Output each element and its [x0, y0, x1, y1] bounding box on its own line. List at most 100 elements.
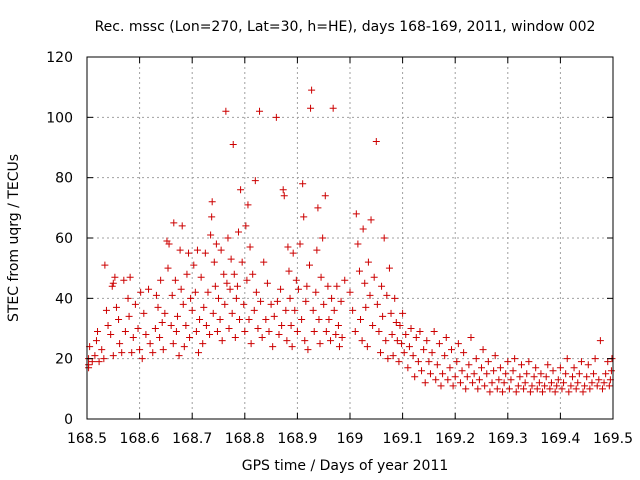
data-point: [315, 315, 323, 323]
data-point: [511, 355, 519, 363]
data-point: [269, 343, 277, 351]
data-point: [504, 358, 512, 366]
data-point: [159, 346, 167, 354]
data-point: [444, 376, 452, 384]
data-point: [388, 331, 396, 339]
x-tick-label: 169.5: [593, 431, 633, 447]
data-point: [161, 309, 169, 317]
data-point: [286, 294, 294, 302]
data-point: [167, 321, 175, 329]
data-point: [349, 306, 357, 314]
data-point: [463, 373, 471, 381]
data-point: [250, 306, 258, 314]
data-point: [208, 213, 216, 221]
data-point: [523, 370, 531, 378]
data-point: [212, 240, 220, 248]
data-point: [128, 349, 136, 357]
data-point: [218, 337, 226, 345]
data-point: [285, 267, 293, 275]
data-point: [418, 367, 426, 375]
data-point: [262, 315, 270, 323]
data-point: [243, 276, 251, 284]
data-point: [256, 107, 264, 115]
data-point: [221, 300, 229, 308]
data-point: [175, 352, 183, 360]
x-tick-label: 168.9: [277, 431, 317, 447]
data-point: [437, 382, 445, 390]
data-point: [499, 388, 507, 396]
data-point: [260, 258, 268, 266]
data-point: [267, 300, 275, 308]
data-point: [186, 334, 194, 342]
data-point: [157, 276, 165, 284]
data-point: [433, 361, 441, 369]
y-tick-label: 20: [55, 352, 73, 368]
data-point: [332, 331, 340, 339]
data-point: [554, 376, 562, 384]
data-point: [178, 222, 186, 230]
data-point: [94, 328, 102, 336]
data-point: [402, 331, 410, 339]
data-point: [158, 318, 166, 326]
data-point: [509, 367, 517, 375]
data-point: [305, 261, 313, 269]
data-point: [291, 306, 299, 314]
data-point: [319, 234, 327, 242]
data-point: [377, 349, 385, 357]
data-point: [581, 382, 589, 390]
data-point: [134, 325, 142, 332]
data-point: [251, 177, 259, 185]
data-point: [439, 370, 447, 378]
data-point: [456, 379, 464, 387]
data-point: [225, 325, 233, 332]
data-point: [288, 343, 296, 351]
data-point: [604, 358, 612, 366]
data-point: [595, 376, 603, 384]
data-point: [399, 309, 407, 317]
data-point: [206, 331, 214, 339]
x-tick-label: 168.8: [225, 431, 265, 447]
data-point: [366, 291, 374, 299]
data-point: [607, 367, 615, 375]
data-point: [289, 249, 297, 257]
data-point: [593, 382, 601, 390]
data-point: [191, 288, 199, 296]
data-point: [151, 325, 159, 332]
data-point: [247, 340, 255, 348]
data-point: [432, 376, 440, 384]
data-point: [299, 180, 307, 188]
data-point: [107, 331, 115, 339]
data-point: [532, 364, 540, 372]
data-point: [171, 276, 179, 284]
data-point: [136, 346, 144, 354]
data-point: [441, 352, 449, 360]
data-point: [478, 364, 485, 372]
data-point: [124, 294, 132, 302]
data-point: [352, 210, 360, 218]
data-point: [296, 240, 304, 248]
data-point: [263, 279, 271, 287]
data-point: [233, 282, 241, 290]
data-point: [211, 282, 219, 290]
gridlines: [87, 57, 613, 419]
data-point: [362, 303, 370, 311]
data-point: [484, 358, 492, 366]
data-point: [200, 303, 208, 311]
data-point: [300, 213, 308, 221]
x-tick-label: 169: [337, 431, 364, 447]
data-point: [470, 370, 478, 378]
data-point: [164, 264, 172, 272]
data-point: [467, 334, 475, 342]
data-point: [273, 297, 281, 305]
data-point: [168, 291, 176, 299]
data-point: [202, 321, 210, 329]
data-point: [197, 273, 205, 281]
data-point: [328, 294, 336, 302]
y-tick-label: 120: [46, 50, 73, 66]
data-point: [563, 355, 571, 363]
data-point: [137, 288, 145, 296]
data-point: [341, 276, 349, 284]
data-point: [526, 388, 534, 396]
data-point: [500, 379, 508, 387]
data-point: [357, 315, 365, 323]
